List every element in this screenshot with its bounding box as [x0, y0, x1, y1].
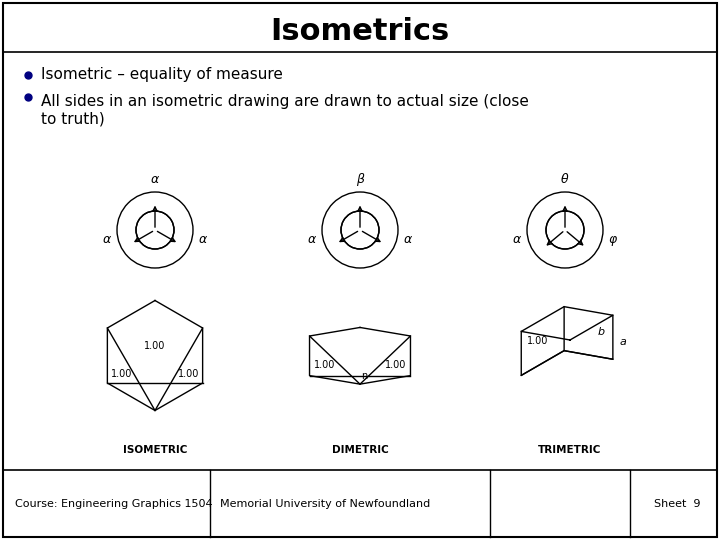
Text: Isometric – equality of measure: Isometric – equality of measure — [41, 68, 283, 83]
Text: b: b — [598, 327, 605, 337]
Text: 1.00: 1.00 — [527, 336, 549, 346]
Text: 1.00: 1.00 — [385, 360, 406, 370]
Text: α: α — [199, 233, 207, 246]
Text: Memorial University of Newfoundland: Memorial University of Newfoundland — [220, 499, 431, 509]
Text: α: α — [513, 233, 521, 246]
Text: TRIMETRIC: TRIMETRIC — [539, 445, 602, 455]
Text: n: n — [361, 371, 367, 381]
Text: Isometrics: Isometrics — [271, 17, 449, 46]
Text: α: α — [308, 233, 316, 246]
Text: α: α — [103, 233, 111, 246]
Text: Sheet  9: Sheet 9 — [654, 499, 700, 509]
Text: 1.00: 1.00 — [144, 341, 166, 351]
FancyBboxPatch shape — [3, 3, 717, 537]
Text: ISOMETRIC: ISOMETRIC — [123, 445, 187, 455]
Text: β: β — [356, 173, 364, 186]
Text: a: a — [619, 338, 626, 347]
Text: DIMETRIC: DIMETRIC — [332, 445, 388, 455]
Text: θ: θ — [561, 173, 569, 186]
Text: α: α — [151, 173, 159, 186]
Text: φ: φ — [609, 233, 617, 246]
Text: All sides in an isometric drawing are drawn to actual size (close
to truth): All sides in an isometric drawing are dr… — [41, 94, 529, 126]
Text: 1.00: 1.00 — [111, 369, 132, 379]
Text: α: α — [404, 233, 412, 246]
Text: 1.00: 1.00 — [178, 369, 199, 379]
Text: 1.00: 1.00 — [314, 360, 335, 370]
Text: Course: Engineering Graphics 1504: Course: Engineering Graphics 1504 — [15, 499, 212, 509]
